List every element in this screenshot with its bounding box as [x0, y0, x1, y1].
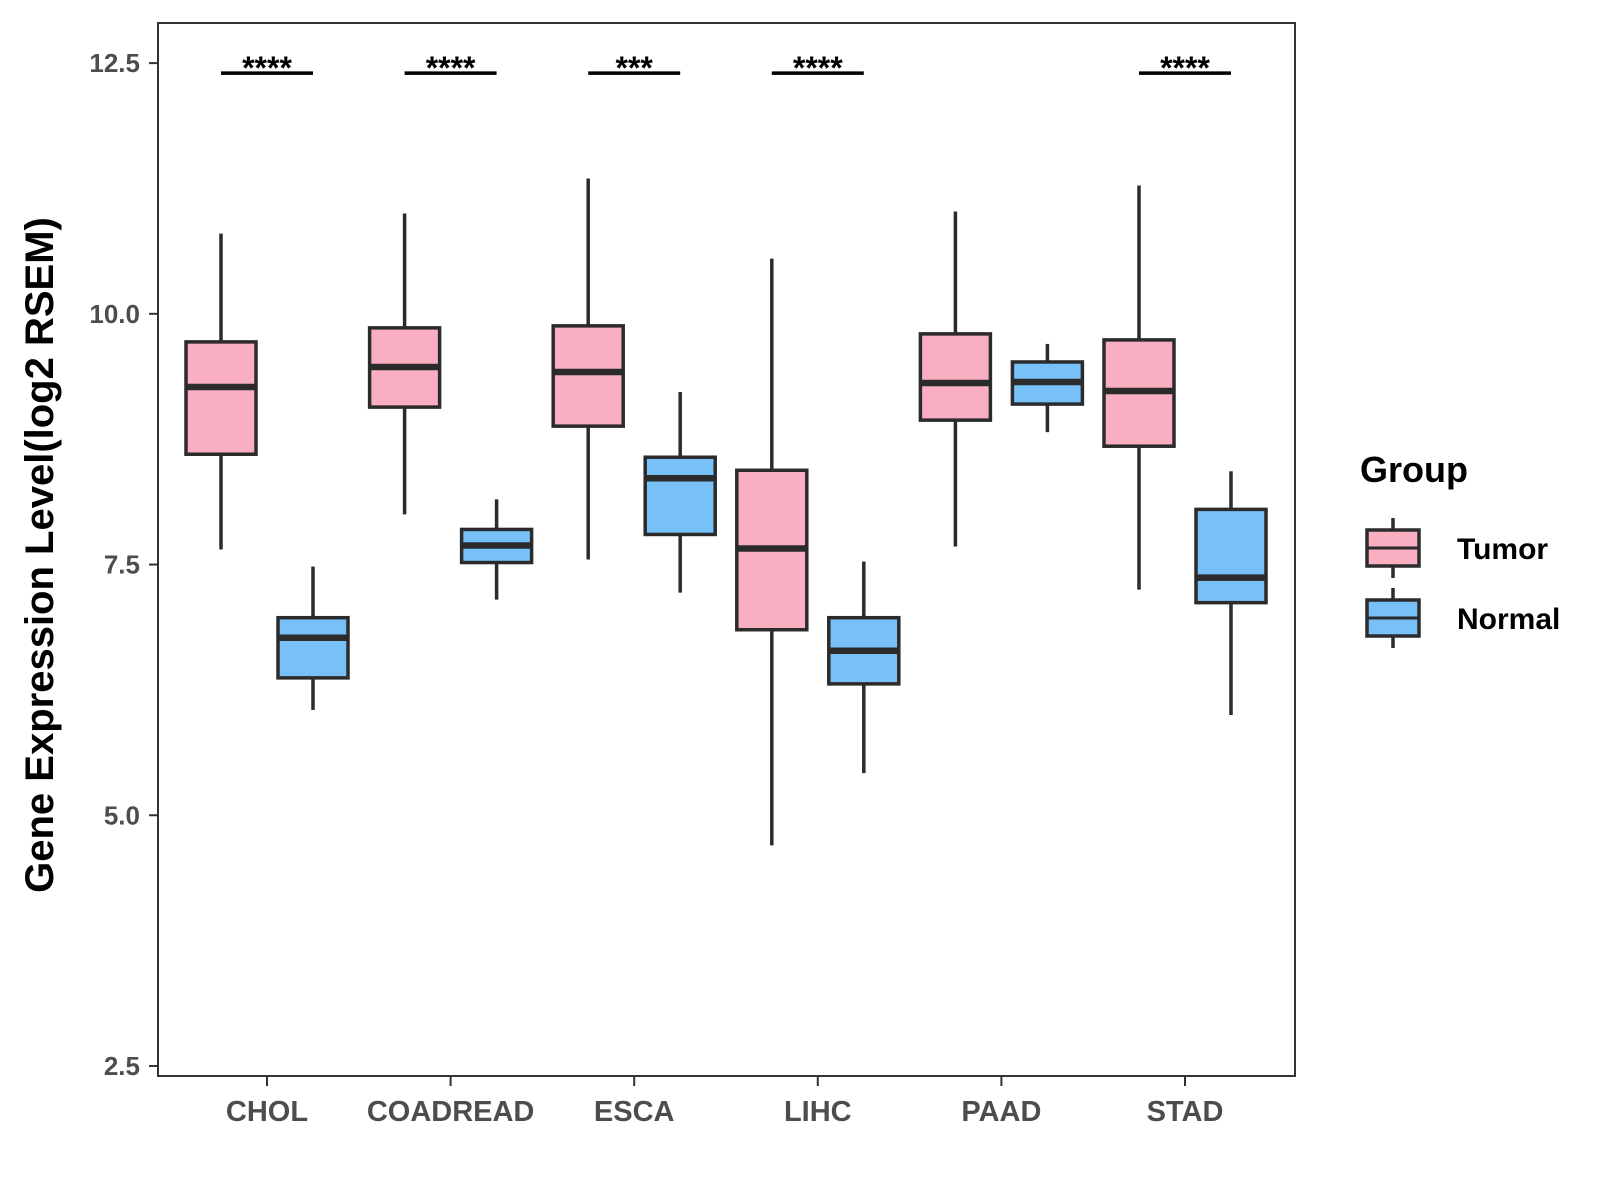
legend-label: Normal — [1457, 603, 1560, 636]
box-iqr — [643, 455, 717, 537]
legend: Group Tumor Normal — [1360, 449, 1560, 648]
box-normal-chol — [276, 566, 350, 710]
plot-panel — [157, 22, 1296, 1077]
box-iqr — [918, 332, 993, 422]
box-iqr — [184, 340, 258, 456]
box-normal-lihc — [827, 561, 901, 774]
box-normal-esca — [643, 392, 717, 593]
boxes — [184, 178, 1268, 846]
legend-item-tumor: Tumor — [1365, 518, 1548, 578]
y-tick-label: 2.5 — [104, 1051, 140, 1081]
box-iqr — [276, 615, 350, 680]
significance-label: **** — [242, 50, 292, 86]
x-category-label: ESCA — [594, 1096, 675, 1128]
significance-label: **** — [793, 50, 843, 86]
box-iqr — [551, 324, 625, 428]
box-tumor-chol — [184, 233, 258, 550]
box-iqr — [1194, 507, 1268, 605]
significance-label: *** — [616, 50, 654, 86]
box-tumor-paad — [918, 211, 993, 547]
box-tumor-stad — [1102, 185, 1176, 590]
y-axis: 2.5 5.0 7.5 10.0 12.5 — [89, 48, 158, 1081]
significance-label: **** — [426, 50, 476, 86]
y-tick-label: 10.0 — [89, 299, 140, 329]
x-category-label: STAD — [1147, 1096, 1224, 1128]
y-axis-title: Gene Expression Level(log2 RSEM) — [18, 217, 62, 893]
box-tumor-lihc — [735, 258, 809, 846]
box-normal-coadread — [459, 499, 534, 600]
box-normal-stad — [1194, 471, 1268, 715]
x-axis: CHOL COADREAD ESCA LIHC PAAD STAD — [226, 1076, 1223, 1128]
legend-title: Group — [1360, 449, 1468, 490]
x-category-label: CHOL — [226, 1096, 308, 1128]
x-category-label: LIHC — [784, 1096, 852, 1128]
significance-annotations: **** **** *** **** **** — [221, 50, 1231, 86]
box-normal-paad — [1010, 343, 1085, 433]
y-tick-label: 7.5 — [104, 550, 140, 580]
legend-item-normal: Normal — [1365, 588, 1560, 648]
y-tick-label: 12.5 — [89, 48, 140, 78]
x-category-label: PAAD — [961, 1096, 1041, 1128]
panel-border — [157, 22, 1296, 1077]
box-tumor-esca — [551, 178, 625, 560]
box-tumor-coadread — [367, 213, 442, 515]
significance-label: **** — [1160, 50, 1210, 86]
y-tick-label: 5.0 — [104, 800, 140, 830]
legend-label: Tumor — [1457, 533, 1548, 566]
x-category-label: COADREAD — [367, 1096, 535, 1128]
